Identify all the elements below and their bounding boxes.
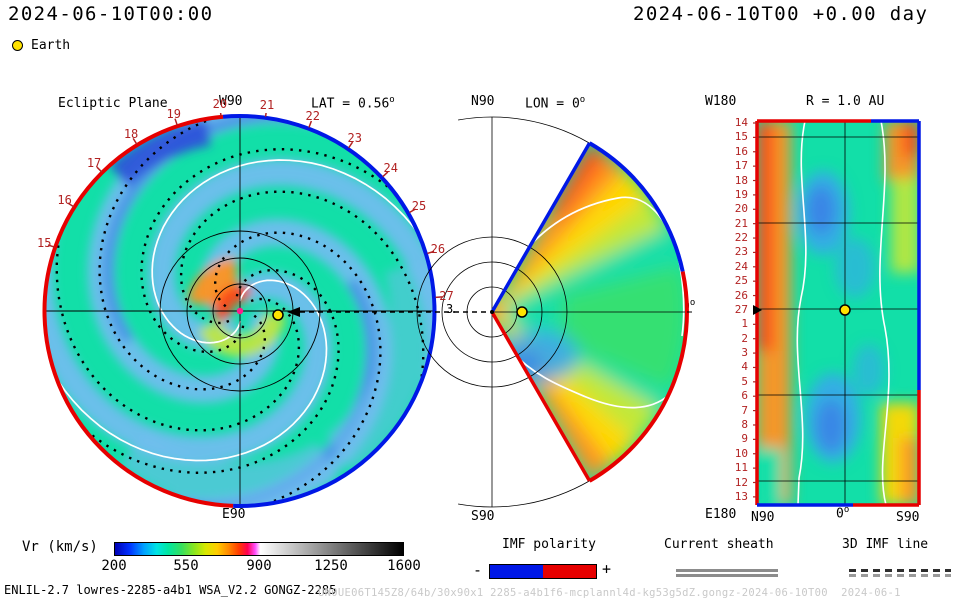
ecliptic-title: Ecliptic Plane: [58, 96, 168, 111]
ecliptic-day-tick: 21: [259, 97, 275, 112]
imf-plus-sign: +: [602, 560, 612, 578]
zero-value: 0: [836, 506, 844, 522]
radial-day-tick: 26: [734, 288, 748, 302]
radial-day-tick: 22: [734, 231, 748, 245]
radial-day-tick: 23: [734, 245, 748, 259]
colorbar-tick-200: 200: [101, 558, 127, 574]
radial-day-tick: 3: [741, 346, 748, 360]
radial-zero-label: 0o: [836, 505, 849, 522]
radial-day-tick: 4: [741, 360, 748, 374]
radial-day-tick: 17: [734, 159, 748, 173]
radial-day-tick: 2: [741, 331, 748, 345]
radial-day-tick: 19: [734, 187, 748, 201]
imf-negative-swatch: [490, 565, 543, 578]
meridional-n90-label: N90: [471, 94, 495, 109]
meridional-lon-label: LON = 0o: [525, 95, 585, 112]
meridional-s90-label: S90: [471, 509, 495, 524]
imf-polarity-label: IMF polarity: [502, 537, 596, 552]
lon-value: LON = 0: [525, 96, 580, 112]
imf-3d-dashed-line-icon: [849, 574, 951, 577]
radial-day-tick: 27: [734, 302, 748, 316]
current-sheath-label: Current sheath: [664, 537, 774, 552]
radial-day-tick: 16: [734, 144, 748, 158]
model-version-label: ENLIL-2.7 lowres-2285-a4b1 WSA_V2.2 GONG…: [4, 583, 337, 597]
imf-3d-line-label: 3D IMF line: [842, 537, 929, 552]
imf-minus-sign: -: [473, 561, 483, 579]
degree-sup: o: [843, 505, 850, 515]
radial-s90-label: S90: [896, 510, 920, 525]
radial-day-tick: 21: [734, 216, 748, 230]
meridional-plane-plot: [416, 116, 692, 508]
radial-title: R = 1.0 AU: [806, 94, 885, 109]
colorbar-label: Vr (km/s): [22, 539, 98, 555]
imf-3d-dashed-line-icon: [849, 569, 951, 572]
current-sheath-line-icon: [676, 574, 778, 577]
earth-arrow-day-label: 3: [446, 302, 454, 316]
radial-e180-label: E180: [705, 507, 737, 522]
earth-legend-label: Earth: [31, 38, 71, 53]
radial-day-tick: 9: [741, 432, 748, 446]
lat-value: LAT = 0.56: [311, 96, 390, 112]
imf-polarity-bar: [489, 564, 597, 579]
ecliptic-plane-plot: [42, 113, 455, 508]
colorbar-tick-550: 550: [173, 558, 199, 574]
radial-n90-label: N90: [751, 510, 775, 525]
radial-day-tick: 15: [734, 130, 748, 144]
radial-day-tick: 12: [734, 475, 748, 489]
radial-day-tick: 24: [734, 259, 748, 273]
radial-day-tick: 25: [734, 274, 748, 288]
radial-day-tick: 6: [741, 389, 748, 403]
constant-radius-plot: [753, 119, 921, 507]
earth-legend: Earth: [12, 38, 70, 53]
radial-w180-label: W180: [705, 94, 737, 109]
run-timestamp: 2024-06-10T00:00: [8, 3, 214, 25]
degree-sup: o: [579, 95, 586, 105]
colorbar-gradient: [114, 542, 404, 556]
ecliptic-lat-label: LAT = 0.56o: [311, 95, 395, 112]
current-sheath-line-icon: [676, 569, 778, 572]
ecliptic-e90-label: E90: [222, 507, 246, 522]
imf-positive-swatch: [543, 565, 596, 578]
radial-day-tick: 20: [734, 202, 748, 216]
radial-day-tick: 13: [734, 489, 748, 503]
radial-day-tick: 10: [734, 446, 748, 460]
colorbar-tick-900: 900: [246, 558, 272, 574]
radial-day-tick: 18: [734, 173, 748, 187]
radial-day-tick: 14: [734, 116, 748, 129]
colorbar-tick-1600: 1600: [387, 558, 421, 574]
colorbar-tick-1250: 1250: [314, 558, 348, 574]
radial-day-tick: 5: [741, 374, 748, 388]
run-id-watermark: UN0UE06T145Z8/64b/30x90x1 2285-a4b1f6-mc…: [318, 587, 901, 599]
radial-day-tick: 8: [741, 417, 748, 431]
degree-sup: o: [689, 298, 696, 308]
earth-marker-icon: [12, 40, 23, 51]
radial-day-tick: 7: [741, 403, 748, 417]
radial-day-tick: 1: [741, 317, 748, 331]
forecast-timestamp: 2024-06-10T00 +0.00 day: [633, 3, 929, 25]
radial-day-tick: 11: [734, 461, 748, 475]
ecliptic-w90-label: W90: [219, 94, 243, 109]
degree-sup: o: [389, 95, 395, 105]
